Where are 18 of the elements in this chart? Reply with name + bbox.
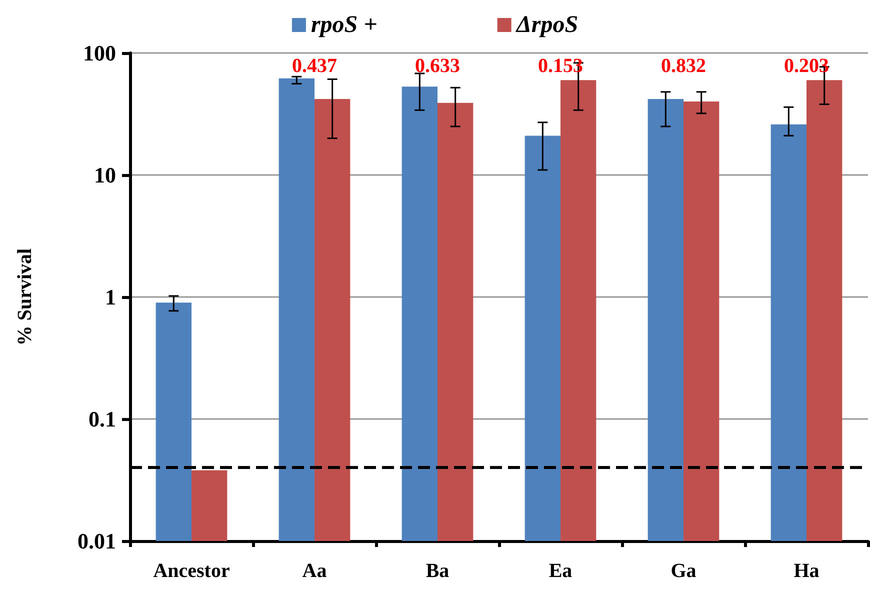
annotation: 0.832 [661, 55, 706, 77]
y-axis-title: % Survival [14, 248, 36, 346]
x-tick-label: Ancestor [153, 560, 230, 582]
x-tick-label: Aa [302, 560, 327, 582]
x-tick-label: Ga [670, 560, 696, 582]
y-tick-label: 1 [105, 284, 116, 310]
annotation: 0.203 [784, 55, 829, 77]
y-tick-label: 0.01 [78, 528, 116, 554]
legend-label: ΔrpoS [515, 12, 578, 38]
y-tick-label: 0.1 [88, 406, 116, 432]
y-tick-label: 100 [83, 40, 116, 66]
annotation: 0.437 [292, 55, 337, 77]
x-tick-label: Ha [794, 560, 820, 582]
x-tick-label: Ba [426, 560, 450, 582]
legend-label: rpoS + [310, 12, 378, 38]
y-tick-label: 10 [94, 162, 116, 188]
x-tick-label: Ea [548, 560, 572, 582]
annotation: 0.633 [415, 55, 460, 77]
